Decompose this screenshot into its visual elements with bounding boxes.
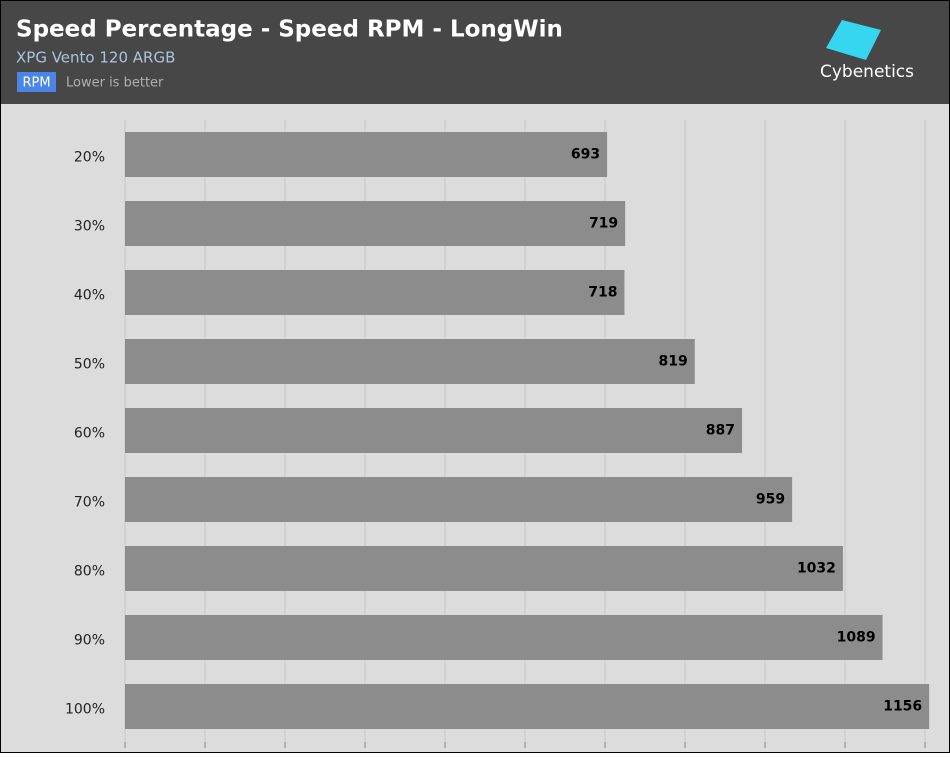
chart-subtitle: XPG Vento 120 ARGB [16, 49, 175, 67]
y-tick-label: 70% [74, 495, 105, 511]
value-label: 718 [588, 285, 617, 301]
value-label: 1089 [837, 630, 876, 646]
bar [125, 477, 793, 522]
bar [125, 339, 695, 384]
value-label: 887 [706, 423, 735, 439]
badge: RPM [22, 76, 50, 91]
bar [125, 201, 626, 246]
logo: Cybenetics [820, 62, 914, 82]
y-tick-label: 100% [65, 702, 105, 718]
value-label: 719 [589, 216, 618, 232]
y-tick-label: 60% [74, 426, 105, 442]
chart-title: Speed Percentage - Speed RPM - LongWin [16, 17, 563, 43]
value-label: 1032 [797, 561, 836, 577]
bar [125, 684, 930, 729]
value-label: 819 [659, 354, 688, 370]
value-label: 959 [756, 492, 785, 508]
logo-icon [826, 20, 881, 60]
badge-box [17, 72, 56, 92]
value-label: 693 [571, 147, 600, 163]
bar [125, 132, 608, 177]
note: Lower is better [66, 76, 164, 91]
bar [125, 408, 743, 453]
y-tick-label: 50% [74, 357, 105, 373]
y-tick-label: 90% [74, 633, 105, 649]
value-label: 1156 [883, 699, 922, 715]
bar [125, 615, 883, 660]
bar [125, 270, 625, 315]
y-tick-label: 30% [74, 219, 105, 235]
header [0, 0, 950, 104]
y-tick-label: 20% [74, 150, 105, 166]
y-tick-label: 80% [74, 564, 105, 580]
bar [125, 546, 843, 591]
y-tick-label: 40% [74, 288, 105, 304]
